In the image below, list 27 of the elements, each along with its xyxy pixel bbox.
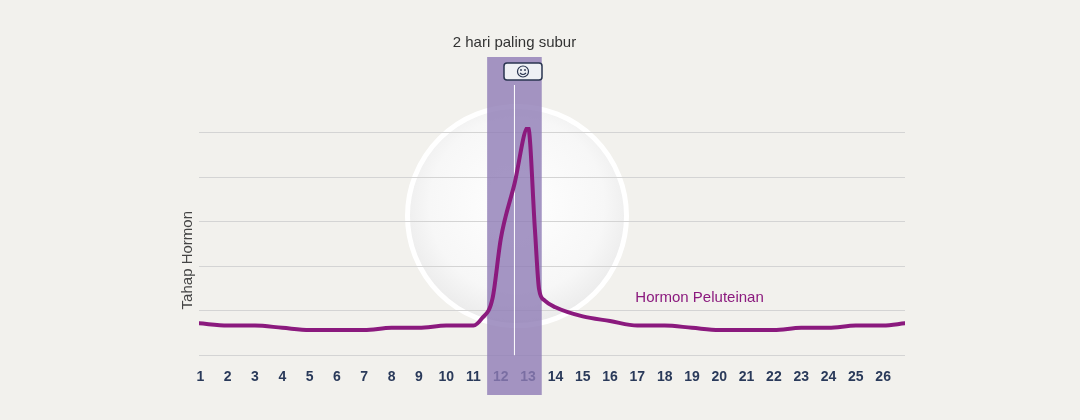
x-tick-label: 15 — [574, 368, 591, 385]
x-tick-label: 14 — [547, 368, 564, 385]
y-axis-title: Tahap Hormon — [178, 211, 196, 310]
x-tick-label: 9 — [414, 368, 423, 385]
x-tick-label: 2 — [223, 368, 232, 385]
x-tick-label: 1 — [196, 368, 205, 385]
x-tick-label: 7 — [360, 368, 369, 385]
x-tick-label: 10 — [438, 368, 455, 385]
x-tick-label: 19 — [684, 368, 700, 385]
x-tick-label: 20 — [711, 368, 728, 385]
x-tick-label: 16 — [602, 368, 619, 385]
x-tick-label: 5 — [305, 368, 314, 385]
x-tick-label: 23 — [793, 368, 810, 385]
x-tick-label: 26 — [875, 368, 892, 385]
x-tick-label: 18 — [656, 368, 673, 385]
series-label: Hormon Peluteinan — [635, 288, 764, 306]
x-tick-label: 21 — [738, 368, 755, 385]
x-tick-label: 6 — [333, 368, 342, 385]
x-tick-label: 22 — [766, 368, 782, 385]
x-tick-label: 3 — [251, 368, 260, 385]
band-label: 2 hari paling subur — [452, 33, 577, 51]
x-tick-label: 4 — [278, 368, 287, 385]
x-tick-label: 24 — [820, 368, 837, 385]
x-tick-label: 17 — [629, 368, 646, 385]
x-tick-label: 8 — [387, 368, 396, 385]
x-tick-label: 11 — [466, 368, 482, 385]
x-tick-label: 25 — [848, 368, 864, 385]
